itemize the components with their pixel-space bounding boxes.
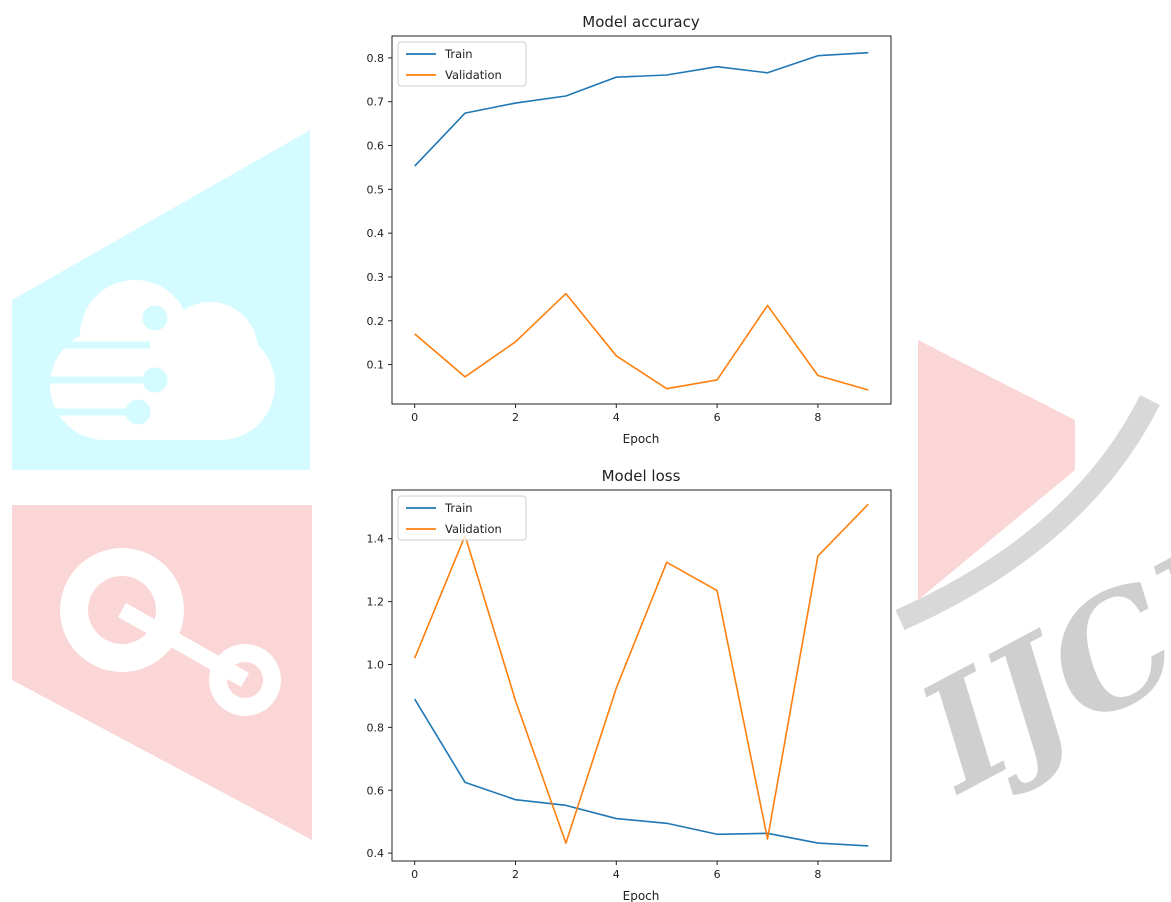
- x-axis-label: Epoch: [623, 889, 660, 902]
- y-tick-label: 1.2: [367, 596, 385, 609]
- y-tick-label: 0.7: [367, 96, 385, 109]
- accuracy-chart: Model accuracy 0 2 4 6 8 0.1 0.2 0.3 0.4 0.5 0.6 0.…: [367, 13, 892, 446]
- x-tick-label: 2: [512, 411, 519, 424]
- series-line-validation: [414, 292, 869, 391]
- y-tick-label: 1.0: [367, 658, 385, 671]
- legend-label-validation: Validation: [445, 522, 502, 536]
- gear-icon: [60, 548, 281, 716]
- circuit-lines: [50, 305, 168, 425]
- series-line-validation: [413, 503, 869, 844]
- x-tick-label: 6: [714, 868, 721, 881]
- x-axis-label: Epoch: [623, 432, 660, 446]
- plot-frame: [391, 35, 892, 405]
- x-tick-label: 0: [411, 868, 418, 881]
- y-tick-label: 0.8: [367, 721, 385, 734]
- y-tick-label: 0.3: [367, 271, 385, 284]
- legend-label-validation: Validation: [445, 68, 502, 82]
- x-tick-label: 2: [512, 868, 519, 881]
- watermark-swoosh: [895, 395, 1160, 631]
- x-tick-label: 4: [613, 868, 620, 881]
- x-tick-label: 8: [814, 411, 821, 424]
- legend-label-train: Train: [444, 501, 473, 515]
- chart-title: Model loss: [602, 467, 681, 485]
- x-tick-label: 8: [814, 868, 821, 881]
- y-tick-label: 0.4: [367, 847, 385, 860]
- y-tick-label: 1.4: [367, 533, 385, 546]
- y-tick-label: 0.5: [367, 183, 385, 196]
- watermark-pink-shape-right: [918, 340, 1075, 600]
- series-line-train: [413, 698, 869, 847]
- chart-title: Model accuracy: [582, 13, 700, 31]
- loss-chart: Model loss 0 2 4 6 8 0.4 0.6 0.8 1.0 1.2 1.4 Epoch…: [367, 467, 892, 902]
- plot-frame: [391, 489, 892, 862]
- y-tick-label: 0.6: [367, 140, 385, 153]
- ijcrt-watermark: IJCRT: [12, 130, 1171, 840]
- x-tick-label: 0: [411, 411, 418, 424]
- y-tick-label: 0.6: [367, 784, 385, 797]
- series-line-train: [414, 51, 869, 167]
- x-tick-label: 6: [714, 411, 721, 424]
- y-tick-label: 0.4: [367, 227, 385, 240]
- legend-label-train: Train: [444, 47, 473, 61]
- y-tick-label: 0.2: [367, 315, 385, 328]
- x-tick-label: 4: [613, 411, 620, 424]
- y-tick-label: 0.1: [367, 359, 385, 372]
- y-tick-label: 0.8: [367, 52, 385, 65]
